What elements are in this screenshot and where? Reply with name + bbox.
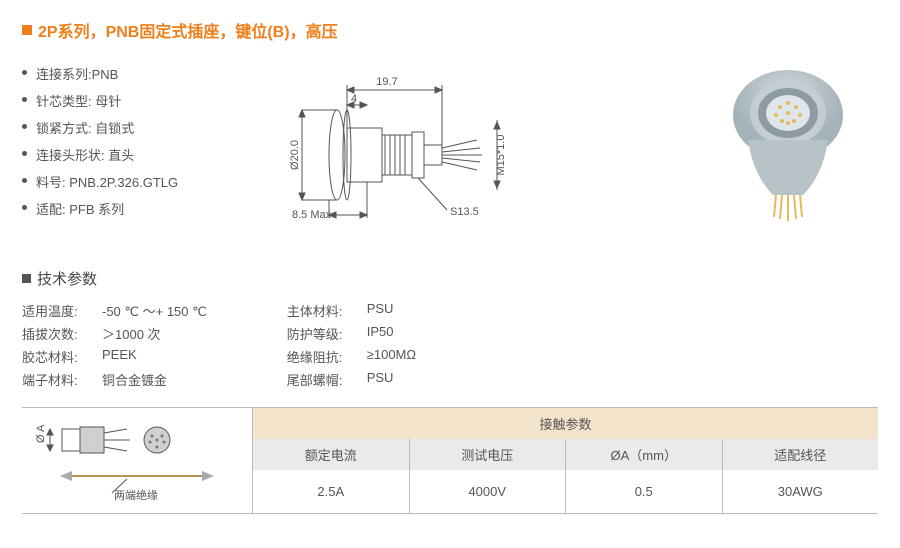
- spec-item: 锁紧方式: 自锁式: [22, 114, 222, 141]
- product-photo: [698, 60, 878, 230]
- contact-col: 适配线径: [722, 439, 879, 470]
- param-grid: 适用温度: -50 ℃ ～+ 150 ℃ 插拔次数: ＞1000 次 胶芯材料: PE…: [22, 301, 878, 389]
- param-key: 插拔次数:: [22, 324, 92, 343]
- contact-val: 30AWG: [722, 470, 879, 513]
- param-val: PSU: [367, 370, 416, 389]
- param-val: 铜合金镀金: [102, 370, 207, 389]
- param-val: ＞1000 次: [102, 324, 207, 343]
- param-key: 防护等级:: [287, 324, 357, 343]
- contact-col: ØA（mm）: [565, 439, 722, 470]
- insulation-label: 两端绝缘: [114, 488, 158, 501]
- page-title: 2P系列，PNB固定式插座，键位(B)，高压: [38, 18, 338, 42]
- contact-val: 0.5: [565, 470, 722, 513]
- contact-val: 4000V: [409, 470, 566, 513]
- contact-diagram: Ø A 两端绝缘: [22, 408, 252, 513]
- param-val: PSU: [367, 301, 416, 320]
- spec-item: 连接系列:PNB: [22, 60, 222, 87]
- param-key: 绝缘阻抗:: [287, 347, 357, 366]
- contact-header: 接触参数: [252, 408, 878, 439]
- dim-hex: S13.5: [450, 206, 479, 218]
- spec-item: 针芯类型: 母针: [22, 87, 222, 114]
- param-key: 尾部螺帽:: [287, 370, 357, 389]
- contact-data-row: 2.5A 4000V 0.5 30AWG: [252, 470, 878, 513]
- contact-right: 接触参数 额定电流 测试电压 ØA（mm） 适配线径 2.5A 4000V 0.…: [252, 408, 878, 513]
- contact-subheader-row: 额定电流 测试电压 ØA（mm） 适配线径: [252, 439, 878, 470]
- param-val: -50 ℃ ～+ 150 ℃: [102, 301, 207, 320]
- param-val: IP50: [367, 324, 416, 343]
- page-title-row: 2P系列，PNB固定式插座，键位(B)，高压: [22, 18, 878, 42]
- param-col-left: 适用温度: -50 ℃ ～+ 150 ℃ 插拔次数: ＞1000 次 胶芯材料: PE…: [22, 301, 207, 389]
- param-key: 主体材料:: [287, 301, 357, 320]
- dim-bottom: 8.5 Max: [292, 209, 332, 221]
- dim-thread: M15*1.0: [495, 135, 507, 176]
- dia-label: Ø A: [35, 423, 47, 442]
- param-col-right: 主体材料: PSU 防护等级: IP50 绝缘阻抗: ≥100MΩ 尾部螺帽: PSU: [287, 301, 416, 389]
- contact-col: 测试电压: [409, 439, 566, 470]
- param-key: 端子材料:: [22, 370, 92, 389]
- dim-top2: 4: [351, 93, 357, 105]
- param-val: ≥100MΩ: [367, 347, 416, 366]
- contact-col: 额定电流: [252, 439, 409, 470]
- section-header: 技术参数: [22, 268, 878, 289]
- dim-dia: Ø20.0: [289, 140, 301, 170]
- section-title: 技术参数: [37, 268, 97, 289]
- spec-list: 连接系列:PNB 针芯类型: 母针 锁紧方式: 自锁式 连接头形状: 直头 料号…: [22, 60, 222, 222]
- param-key: 适用温度:: [22, 301, 92, 320]
- top-section: 连接系列:PNB 针芯类型: 母针 锁紧方式: 自锁式 连接头形状: 直头 料号…: [22, 60, 878, 240]
- spec-item: 适配: PFB 系列: [22, 195, 222, 222]
- section-bullet-icon: [22, 274, 31, 283]
- spec-item: 料号: PNB.2P.326.GTLG: [22, 168, 222, 195]
- contact-val: 2.5A: [252, 470, 409, 513]
- param-key: 胶芯材料:: [22, 347, 92, 366]
- title-bullet-icon: [22, 25, 32, 35]
- dim-top: 19.7: [376, 76, 397, 88]
- param-val: PEEK: [102, 347, 207, 366]
- spec-item: 连接头形状: 直头: [22, 141, 222, 168]
- technical-drawing: 19.7 4 Ø20.0 M15*1.0 8.5 Max S13.5: [242, 60, 542, 230]
- contact-table: Ø A 两端绝缘 接触参数 额定电流 测试电压 ØA（mm） 适配线径 2.5A…: [22, 407, 878, 514]
